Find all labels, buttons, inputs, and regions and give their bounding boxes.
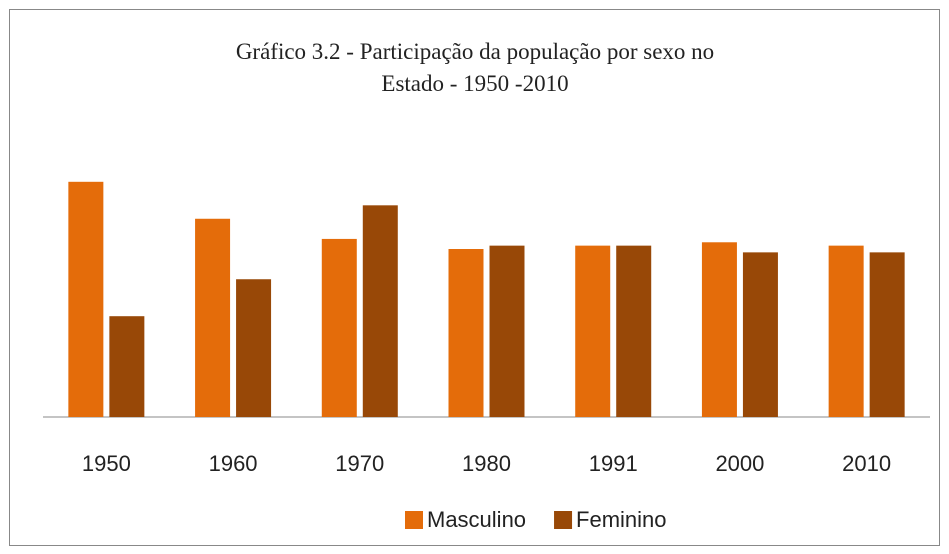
bar (109, 316, 145, 417)
x-tick-label: 1980 (462, 451, 511, 476)
bar (489, 245, 525, 417)
bar (321, 238, 357, 417)
x-tick-label: 1950 (82, 451, 131, 476)
bar (701, 242, 737, 417)
bar (616, 245, 652, 417)
bar (195, 218, 231, 417)
legend-label: Feminino (576, 507, 666, 532)
x-tick-label: 2010 (842, 451, 891, 476)
x-tick-label: 1970 (335, 451, 384, 476)
legend-label: Masculino (427, 507, 526, 532)
bar (448, 249, 484, 417)
bar (828, 245, 864, 417)
x-tick-label: 2000 (715, 451, 764, 476)
legend-swatch (405, 511, 423, 529)
bar (869, 252, 905, 417)
bar (742, 252, 778, 417)
x-tick-label: 1991 (589, 451, 638, 476)
legend-swatch (554, 511, 573, 529)
bar (68, 181, 104, 417)
bar (236, 279, 272, 417)
bar (575, 245, 611, 417)
chart-border (9, 9, 940, 546)
x-tick-label: 1960 (209, 451, 258, 476)
chart-title: Gráfico 3.2 - Participação da população … (235, 39, 715, 96)
bar (362, 205, 398, 417)
